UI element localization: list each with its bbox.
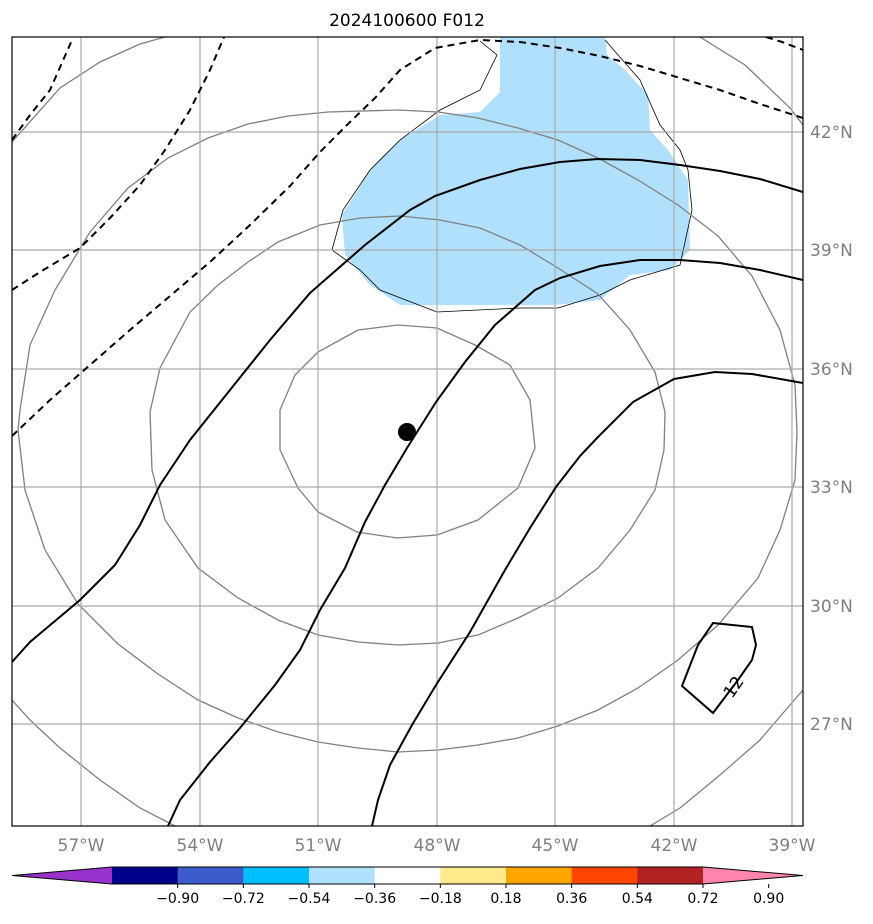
lat-label-42n: 42°N (810, 123, 853, 143)
colorbar-tick-label: 0.90 (753, 891, 784, 907)
colorbar-bin (506, 867, 573, 884)
colorbar-extend-high (703, 867, 803, 884)
colorbar-tick-label: −0.72 (222, 891, 265, 907)
thin-contour (331, 39, 693, 313)
colorbar-tick-label: 0.36 (556, 891, 587, 907)
lat-labels: 42°N 39°N 36°N 33°N 30°N 27°N (810, 123, 853, 735)
colorbar-extend-low (12, 867, 112, 884)
colorbar-tick-label: 0.54 (622, 891, 653, 907)
lat-label-33n: 33°N (810, 478, 853, 498)
colorbar-bin (571, 867, 638, 884)
colorbar-tick-label: −0.18 (419, 891, 462, 907)
map-title: 2024100600 F012 (329, 11, 485, 31)
colorbar-tick-label: 0.18 (490, 891, 521, 907)
storm-center-dot (398, 423, 416, 441)
lon-label-39w: 39°W (769, 836, 816, 856)
graticule (12, 37, 803, 826)
colorbar-bin (243, 867, 310, 884)
lon-label-57w: 57°W (58, 836, 105, 856)
lon-labels: 57°W 54°W 51°W 48°W 45°W 42°W 39°W (58, 836, 816, 856)
colorbar-tick-label: −0.90 (156, 891, 199, 907)
colorbar (11, 866, 804, 885)
solid-contours (12, 157, 803, 826)
lon-label-48w: 48°W (414, 836, 461, 856)
dashed-contours (12, 37, 803, 437)
map-area: 12 (12, 37, 803, 826)
map-frame (11, 36, 804, 827)
closed-contour-12 (680, 621, 758, 715)
colorbar-bin (309, 867, 376, 884)
lat-label-30n: 30°N (810, 597, 853, 617)
colorbar-tick-label: −0.36 (353, 891, 396, 907)
lon-label-51w: 51°W (295, 836, 342, 856)
lat-label-39n: 39°N (810, 241, 853, 261)
colorbar-bin (440, 867, 507, 884)
lon-label-42w: 42°W (651, 836, 698, 856)
colorbar-labels: −0.90 −0.72 −0.54 −0.36 −0.18 0.18 0.36 0.54 0.7… (156, 884, 784, 907)
colorbar-bin (177, 867, 244, 884)
lon-label-54w: 54°W (177, 836, 224, 856)
lat-label-36n: 36°N (810, 360, 853, 380)
colorbar-bin (112, 867, 179, 884)
lon-label-45w: 45°W (532, 836, 579, 856)
colorbar-bin (637, 867, 704, 884)
colorbar-bin (374, 867, 441, 884)
colorbar-tick-label: −0.54 (288, 891, 331, 907)
lat-label-27n: 27°N (810, 715, 853, 735)
colorbar-tick-label: 0.72 (687, 891, 718, 907)
colorbar-outline (11, 866, 804, 885)
